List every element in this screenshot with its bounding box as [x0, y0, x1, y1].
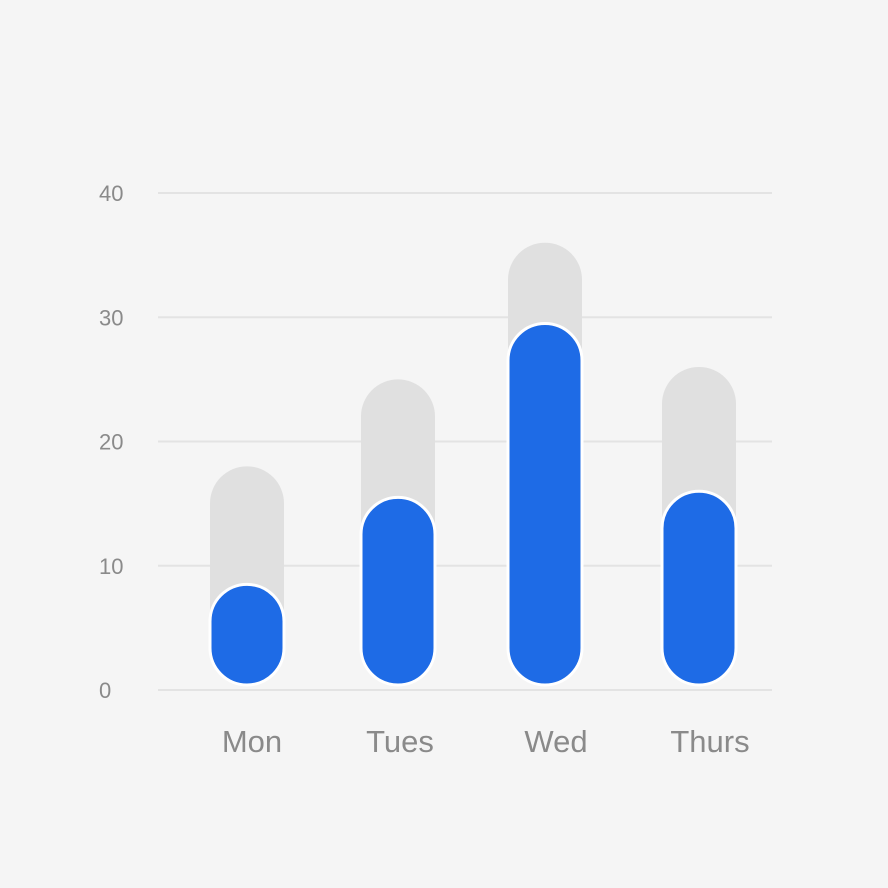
bar-primary [506, 322, 584, 687]
bar-primary [208, 582, 286, 687]
bar-primary [660, 489, 738, 687]
y-tick-label: 10 [99, 554, 123, 579]
y-tick-label: 20 [99, 430, 123, 455]
bar-primary [359, 495, 437, 687]
y-tick-label: 0 [99, 678, 111, 703]
x-tick-label: Tues [366, 724, 434, 759]
bar-group-mon [208, 466, 286, 687]
y-tick-label: 30 [99, 305, 123, 330]
x-tick-label: Mon [222, 724, 282, 759]
y-axis-ticks: 0 10 20 30 40 [99, 181, 123, 703]
bar-group-wed [506, 242, 584, 687]
x-tick-label: Thurs [670, 724, 749, 759]
bar-group-tues [359, 379, 437, 687]
bars-layer [208, 242, 738, 687]
bar-group-thurs [660, 366, 738, 687]
y-tick-label: 40 [99, 181, 123, 206]
x-axis-ticks: Mon Tues Wed Thurs [222, 724, 750, 759]
x-tick-label: Wed [524, 724, 587, 759]
